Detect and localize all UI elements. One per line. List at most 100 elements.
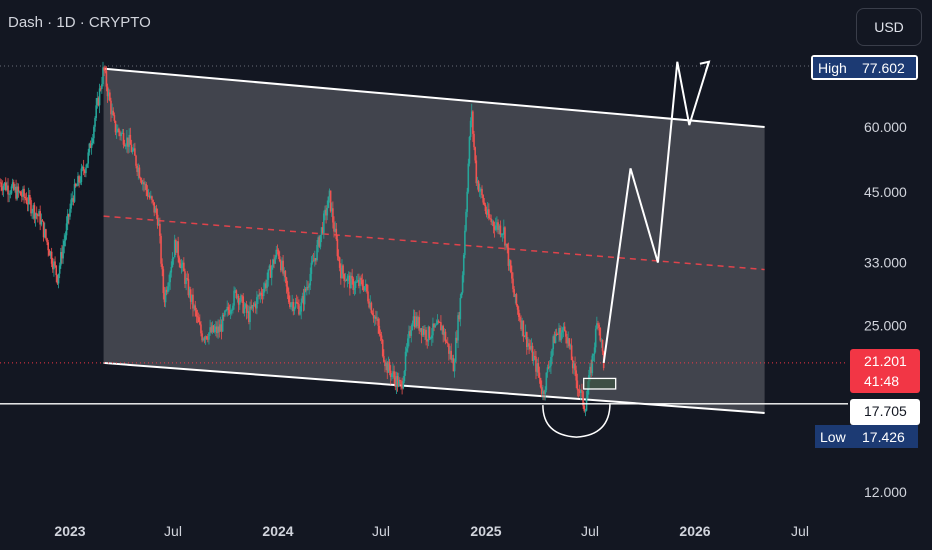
candle-body [256,297,258,309]
candle-body [490,218,492,223]
candle-body [266,279,268,288]
candle-body [211,325,214,333]
candle-body [557,334,559,335]
projection-path[interactable] [602,61,710,364]
candle-body [48,250,51,256]
time-axis[interactable]: 2023 Jul 2024 Jul 2025 Jul 2026 Jul [54,523,809,539]
candle-body [132,148,135,151]
channel-lower-line[interactable] [103,361,765,415]
candle-body [477,181,480,192]
candle-body [280,261,282,271]
candle-body [192,294,194,309]
candle-body [373,316,376,319]
candle-body [462,254,465,276]
candle-body [530,345,533,350]
candle-body [14,186,16,190]
candle-body [592,354,595,356]
candle-body [72,198,75,202]
demand-zone-box[interactable] [583,377,617,390]
candle-body [318,237,321,247]
candle-body [299,311,301,315]
price-tick-label: 25.000 [864,318,907,334]
candle-body [21,195,23,197]
channel-upper-line[interactable] [103,67,765,128]
candle-body [115,131,118,133]
cup-arc[interactable] [542,403,611,438]
candle-body [386,362,389,373]
candle-body [411,322,414,331]
candle-body [194,305,197,311]
candle-body [593,347,596,355]
candle-body [109,92,111,101]
candle-body [181,262,184,265]
candle-body [121,132,124,134]
candle-body [282,260,284,274]
currency-button[interactable]: USD [856,8,922,46]
candle-body [193,305,195,309]
high-label[interactable]: High 77.602 [811,55,918,80]
candle-body [590,366,592,374]
price-axis[interactable]: 60.000 45.000 33.000 25.000 12.000 High 77.602… [811,55,920,500]
candle-body [171,258,174,267]
candle-body [128,134,130,147]
candle-body [202,338,205,341]
candle-body [537,363,540,373]
candle-body [291,301,293,304]
candle-body [49,251,52,256]
candle-body [261,295,264,297]
candle-body [589,366,591,376]
candle-body [38,211,40,217]
candle-body [113,115,116,121]
candle-body [417,317,419,327]
candle-body [424,329,426,335]
support-price-label[interactable]: 17.705 [850,399,920,425]
high-label-bg [813,57,916,78]
candle-body [245,304,248,313]
candle-body [409,331,411,336]
candle-body [216,326,218,334]
candle-body [344,280,347,282]
candle-body [2,185,5,191]
candle-body [179,263,182,269]
candle-body [197,317,200,323]
candle-body [29,195,31,201]
candle-body [456,337,458,341]
candle-body [553,336,556,344]
candle-body [240,295,242,302]
candle-body [62,246,64,259]
candle-body [70,199,72,209]
candle-body [399,379,401,382]
candle-body [136,165,138,173]
low-label[interactable]: Low 17.426 [815,425,918,448]
candle-body [600,339,603,341]
candle-body [222,314,225,316]
candle-body [101,84,103,89]
candle-body [410,330,413,336]
candle-body [8,193,10,195]
candle-body [598,324,600,328]
candle-body [25,198,28,204]
candle-body [560,332,563,341]
symbol-title[interactable]: Dash · 1D · CRYPTO [8,14,151,31]
candle-body [298,304,300,315]
candle-body [563,326,566,331]
candle-body [377,318,379,326]
current-price-label[interactable]: 21.201 41:48 [850,349,920,393]
candle-body [289,302,291,308]
candle-body [427,326,430,342]
candle-body [242,296,244,313]
candle-body [358,279,360,287]
candle-body [352,278,355,290]
channel-midline[interactable] [103,215,765,271]
candle-body [505,243,507,246]
candle-body [103,67,105,71]
candle-body [321,227,324,233]
candle-body [232,305,234,311]
candle-body [214,326,217,330]
candle-body [324,209,326,214]
candle-body [481,188,483,196]
candle-body [180,264,183,269]
candle-body [476,181,479,184]
candle-body [470,111,473,121]
